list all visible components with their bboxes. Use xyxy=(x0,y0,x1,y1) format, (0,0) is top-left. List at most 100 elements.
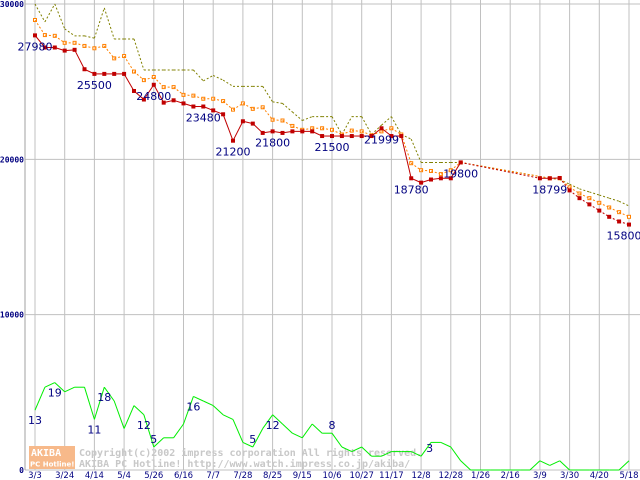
series-segment xyxy=(103,386,115,402)
series-segment xyxy=(222,79,234,87)
series-segment xyxy=(450,446,462,462)
series-segment xyxy=(569,183,580,190)
data-point xyxy=(627,222,631,227)
series-segment xyxy=(252,428,264,448)
series-segment xyxy=(93,387,105,420)
series-layer xyxy=(33,3,631,471)
x-tick-label: 7/7 xyxy=(206,471,220,480)
series-segment xyxy=(539,460,551,466)
price-label: 18780 xyxy=(394,183,429,196)
y-tick-label: 0 xyxy=(19,466,24,475)
x-tick-label: 3/9 xyxy=(533,471,547,480)
series-segment xyxy=(381,116,392,126)
count-label: 5 xyxy=(249,433,256,446)
count-label: 11 xyxy=(87,423,101,436)
series-segment xyxy=(450,162,462,179)
y-tick-label: 10000 xyxy=(0,311,24,320)
grid xyxy=(24,0,640,471)
series-segment xyxy=(292,111,303,121)
series-segment xyxy=(203,400,214,407)
count-label: 13 xyxy=(28,414,42,427)
series-segment xyxy=(599,194,610,199)
series-segment xyxy=(400,134,412,164)
watermark: AKIBA PC Hotline! Copyright(c)2002 impre… xyxy=(29,446,422,470)
series-segment xyxy=(143,84,155,100)
logo-top: AKIBA xyxy=(31,448,61,459)
x-axis-ticks: 3/3 3/24 4/14 5/4 5/26 6/16 7/7 7/28 8/25 9/15 10/… xyxy=(28,471,638,480)
series-segment xyxy=(123,55,135,72)
x-tick-label: 4/14 xyxy=(85,471,104,480)
price-label: 27980 xyxy=(18,40,53,53)
series-segment xyxy=(609,197,620,202)
series-segment xyxy=(400,135,412,179)
series-segment xyxy=(193,395,204,402)
price-label: 15800 xyxy=(607,230,640,243)
series-segment xyxy=(301,423,313,439)
price-label: 21200 xyxy=(216,146,251,159)
series-segment xyxy=(311,423,323,434)
series-segment xyxy=(113,400,125,429)
y-tick-label: 30000 xyxy=(0,0,24,9)
series-segment xyxy=(420,442,432,457)
x-tick-label: 10/27 xyxy=(349,471,374,480)
series-segment xyxy=(103,45,115,59)
series-segment xyxy=(410,451,422,457)
x-tick-label: 8/25 xyxy=(263,471,282,480)
x-tick-label: 9/15 xyxy=(293,471,312,480)
series-segment xyxy=(390,116,402,135)
x-tick-label: 5/4 xyxy=(117,471,131,480)
count-label: 12 xyxy=(137,419,151,432)
price-label: 18799 xyxy=(532,183,567,196)
series-segment xyxy=(93,7,105,39)
series-segment xyxy=(153,84,165,103)
y-axis-ticks: 30000 20000 10000 0 xyxy=(0,0,24,475)
series-segment xyxy=(54,382,66,393)
series-segment xyxy=(282,423,293,434)
series-segment xyxy=(361,116,373,135)
series-segment xyxy=(44,3,56,23)
price-label: 21800 xyxy=(255,136,290,149)
series-segment xyxy=(203,75,214,82)
series-segment xyxy=(212,405,224,416)
data-point xyxy=(627,214,631,219)
count-label: 12 xyxy=(266,419,280,432)
x-tick-label: 4/20 xyxy=(590,471,609,480)
series-segment xyxy=(579,188,590,193)
series-segment xyxy=(212,75,224,81)
series-segment xyxy=(143,414,155,448)
x-tick-label: 3/3 xyxy=(28,471,42,480)
series-segment xyxy=(133,405,145,416)
series-segment xyxy=(410,138,422,163)
x-tick-label: 1/26 xyxy=(471,471,490,480)
series-segment xyxy=(153,437,165,448)
series-segment xyxy=(34,3,46,23)
series-segment xyxy=(173,423,184,439)
series-segment xyxy=(103,7,115,40)
series-segment xyxy=(34,35,46,48)
count-label: 8 xyxy=(329,419,336,432)
x-tick-label: 12/8 xyxy=(412,471,431,480)
series-min-price xyxy=(33,33,631,227)
x-tick-label: 5/18 xyxy=(619,471,638,480)
series-segment xyxy=(292,432,303,439)
x-tick-label: 2/16 xyxy=(501,471,520,480)
x-tick-label: 5/26 xyxy=(144,471,163,480)
price-label: 25500 xyxy=(77,79,112,92)
count-label: 16 xyxy=(186,400,200,413)
series-segment xyxy=(589,191,600,196)
series-segment xyxy=(34,19,46,36)
series-segment xyxy=(460,161,540,179)
count-label: 5 xyxy=(150,433,157,446)
series-segment xyxy=(529,460,541,471)
series-segment xyxy=(272,414,283,425)
series-avg-price xyxy=(33,17,631,219)
data-point xyxy=(389,126,394,131)
series-segment xyxy=(64,386,75,393)
series-segment xyxy=(282,103,293,113)
series-segment xyxy=(351,446,362,453)
series-segment xyxy=(262,414,274,429)
x-tick-label: 12/28 xyxy=(439,471,464,480)
series-segment xyxy=(123,405,135,429)
series-segment xyxy=(302,116,313,121)
